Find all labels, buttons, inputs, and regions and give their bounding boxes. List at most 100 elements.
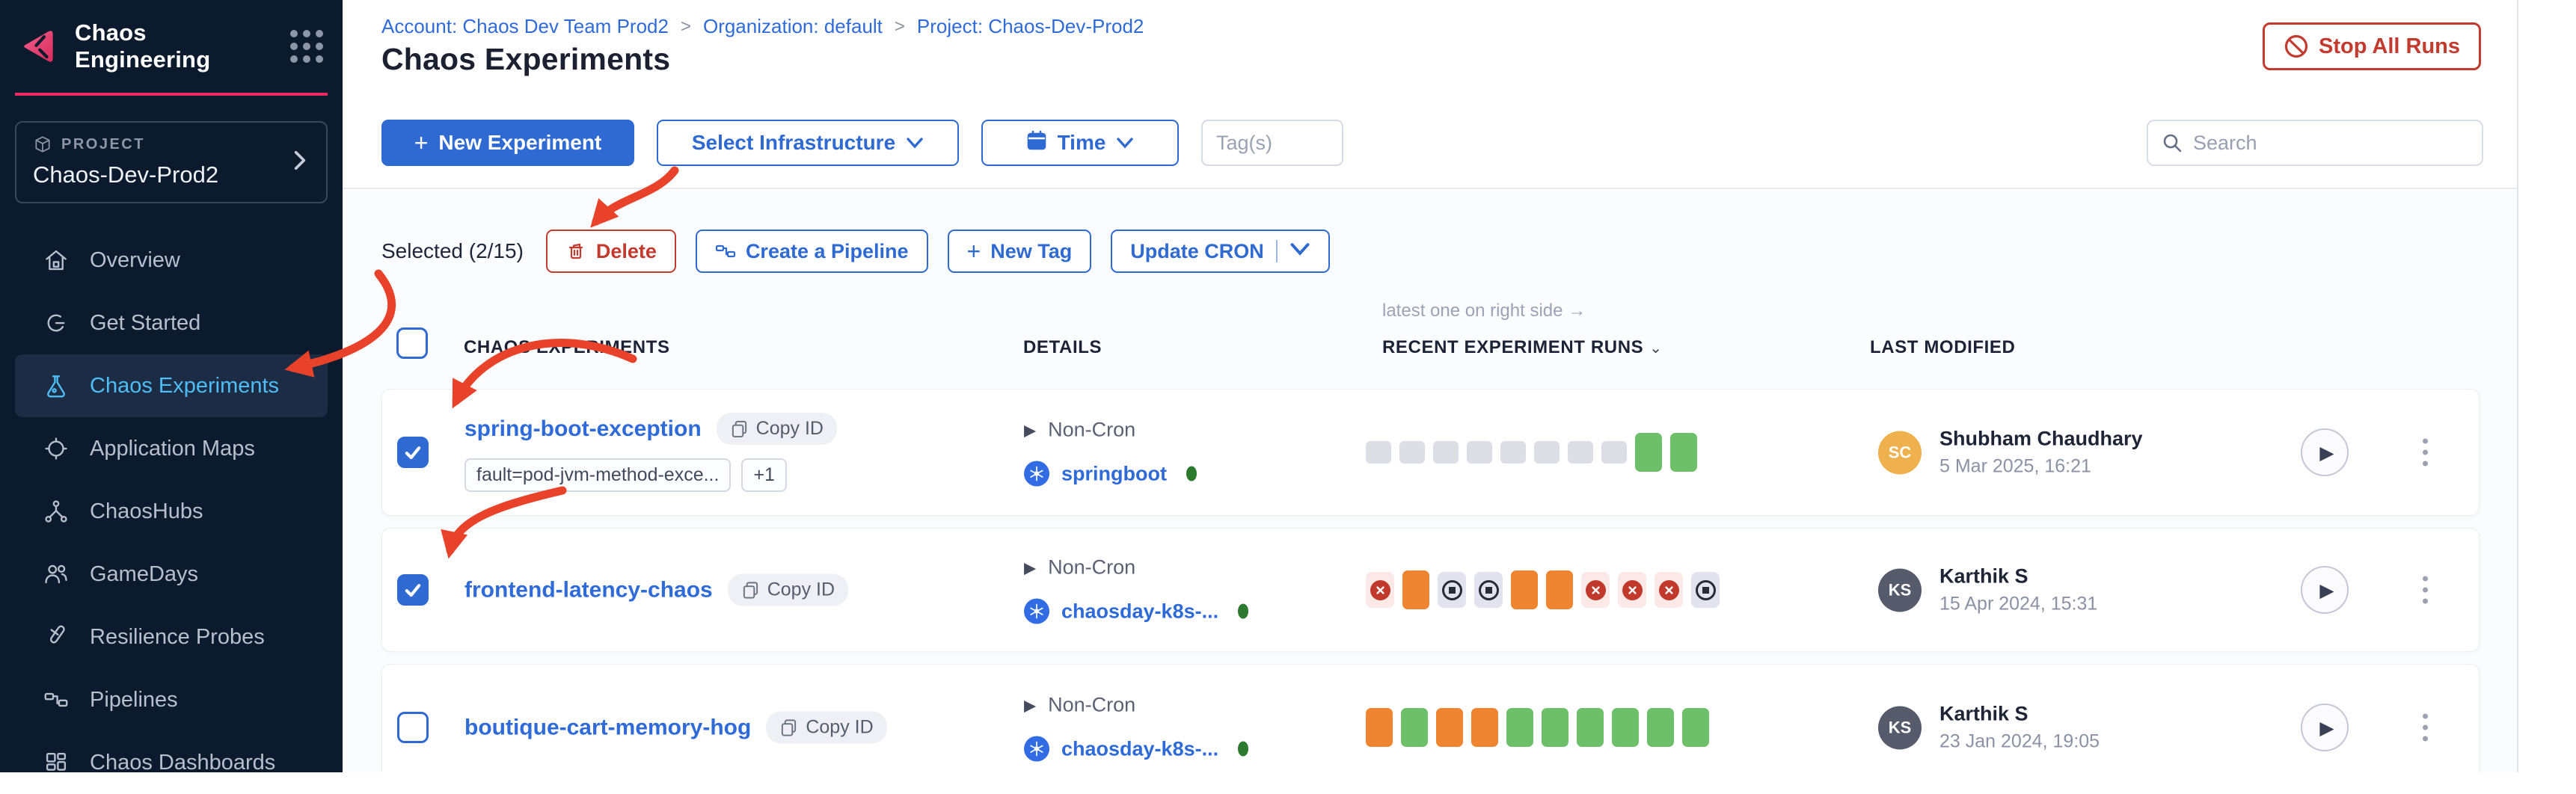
run-orange[interactable] <box>1366 708 1393 747</box>
time-filter-dropdown[interactable]: Time <box>981 120 1179 166</box>
copy-id-button[interactable]: Copy ID <box>727 573 849 606</box>
sidebar-item-overview[interactable]: Overview <box>15 229 328 292</box>
run-green[interactable] <box>1670 433 1697 472</box>
run-experiment-button[interactable]: ▶ <box>2301 704 2349 751</box>
tag-chip[interactable]: fault=pod-jvm-method-exce... <box>464 458 732 492</box>
run-failed[interactable] <box>1366 572 1394 608</box>
run-green[interactable] <box>1506 708 1533 747</box>
experiment-row: spring-boot-exception Copy ID fault=pod-… <box>381 389 2480 516</box>
scrollbar-gutter[interactable] <box>2517 0 2576 772</box>
sidebar-item-chaos-dashboards[interactable]: Chaos Dashboards <box>15 731 328 794</box>
run-failed[interactable] <box>1581 572 1610 608</box>
row-checkbox[interactable] <box>397 574 429 606</box>
run-gray[interactable] <box>1534 441 1560 464</box>
run-stopped[interactable] <box>1691 572 1720 608</box>
sidebar-item-chaos-experiments[interactable]: Chaos Experiments <box>15 354 328 417</box>
sidebar-item-application-maps[interactable]: Application Maps <box>15 417 328 480</box>
run-gray[interactable] <box>1366 441 1391 464</box>
run-orange[interactable] <box>1546 570 1573 609</box>
tags-filter-input[interactable] <box>1201 120 1343 166</box>
tag-chip[interactable]: +1 <box>741 458 787 492</box>
run-gray[interactable] <box>1601 441 1627 464</box>
row-checkbox[interactable] <box>397 712 429 743</box>
infrastructure-link[interactable]: chaosday-k8s-... <box>1061 737 1219 760</box>
chevron-right-icon <box>290 150 310 176</box>
run-orange[interactable] <box>1402 570 1429 609</box>
tags: fault=pod-jvm-method-exce... +1 <box>464 458 1033 492</box>
run-stopped[interactable] <box>1438 572 1466 608</box>
sidebar-item-pipelines[interactable]: Pipelines <box>15 668 328 731</box>
sidebar-item-resilience-probes[interactable]: Resilience Probes <box>15 606 328 668</box>
schedule-type: Non-Cron <box>1048 693 1136 716</box>
breadcrumb-link[interactable]: Account: Chaos Dev Team Prod2 <box>381 15 669 37</box>
copy-id-button[interactable]: Copy ID <box>716 413 837 445</box>
run-failed[interactable] <box>1618 572 1646 608</box>
run-green[interactable] <box>1577 708 1604 747</box>
run-gray[interactable] <box>1500 441 1526 464</box>
toolbar: + New Experiment Select Infrastructure <box>381 120 1343 166</box>
brand-divider <box>15 93 328 96</box>
run-gray[interactable] <box>1467 441 1492 464</box>
update-cron-button[interactable]: Update CRON <box>1111 230 1330 273</box>
sidebar-item-label: Pipelines <box>90 687 178 712</box>
status-dot <box>1238 603 1249 619</box>
row-checkbox[interactable] <box>397 437 429 468</box>
schedule-row[interactable]: ▶ Non-Cron <box>1024 556 1248 579</box>
copy-icon <box>743 582 758 599</box>
copy-id-button[interactable]: Copy ID <box>766 711 887 744</box>
run-gray[interactable] <box>1399 441 1425 464</box>
run-orange[interactable] <box>1471 708 1498 747</box>
infrastructure-link[interactable]: springboot <box>1061 462 1167 484</box>
stop-all-runs-button[interactable]: Stop All Runs <box>2263 22 2481 70</box>
breadcrumb-link[interactable]: Organization: default <box>702 15 883 37</box>
copy-icon <box>782 719 797 736</box>
run-green[interactable] <box>1682 708 1709 747</box>
schedule-row[interactable]: ▶ Non-Cron <box>1024 419 1197 442</box>
row-menu-button[interactable] <box>2415 431 2435 474</box>
run-green[interactable] <box>1635 433 1662 472</box>
sidebar-item-get-started[interactable]: Get Started <box>15 292 328 354</box>
row-menu-button[interactable] <box>2415 707 2435 749</box>
sidebar-item-gamedays[interactable]: GameDays <box>15 543 328 606</box>
harness-chaos-logo-icon <box>18 25 60 67</box>
run-orange[interactable] <box>1436 708 1463 747</box>
module-grid-icon[interactable] <box>290 30 323 63</box>
new-tag-button[interactable]: + New Tag <box>947 230 1092 273</box>
chevron-down-icon <box>1289 238 1310 265</box>
run-orange[interactable] <box>1511 570 1538 609</box>
run-failed[interactable] <box>1655 572 1683 608</box>
sidebar-item-chaoshubs[interactable]: ChaosHubs <box>15 480 328 543</box>
project-selector[interactable]: PROJECT Chaos-Dev-Prod2 <box>15 121 328 203</box>
breadcrumb-link[interactable]: Project: Chaos-Dev-Prod2 <box>916 15 1144 37</box>
run-gray[interactable] <box>1433 441 1459 464</box>
run-experiment-button[interactable]: ▶ <box>2301 566 2349 614</box>
infrastructure-link[interactable]: chaosday-k8s-... <box>1061 600 1219 622</box>
row-menu-button[interactable] <box>2415 569 2435 612</box>
new-experiment-button[interactable]: + New Experiment <box>381 120 634 166</box>
modified-by-name: Shubham Chaudhary <box>1939 427 2143 450</box>
select-all-checkbox[interactable] <box>396 327 428 359</box>
run-experiment-button[interactable]: ▶ <box>2301 428 2349 476</box>
select-infrastructure-dropdown[interactable]: Select Infrastructure <box>657 120 959 166</box>
content-area: Selected (2/15) Delete Create a Pipeline <box>343 191 2517 772</box>
last-modified: KS Karthik S 15 Apr 2024, 15:31 <box>1878 565 2097 615</box>
run-gray[interactable] <box>1568 441 1593 464</box>
create-pipeline-button[interactable]: Create a Pipeline <box>695 230 928 273</box>
run-green[interactable] <box>1401 708 1428 747</box>
run-green[interactable] <box>1542 708 1568 747</box>
experiment-name-link[interactable]: boutique-cart-memory-hog <box>464 715 752 739</box>
recent-runs <box>1366 529 1720 651</box>
main-panel: Account: Chaos Dev Team Prod2 > Organizati… <box>343 0 2517 772</box>
modified-date: 23 Jan 2024, 19:05 <box>1939 730 2100 752</box>
column-header-runs[interactable]: RECENT EXPERIMENT RUNS ⌄ <box>1382 337 1663 357</box>
run-stopped[interactable] <box>1474 572 1503 608</box>
run-green[interactable] <box>1612 708 1639 747</box>
experiment-name-link[interactable]: spring-boot-exception <box>464 416 702 441</box>
avatar: KS <box>1878 706 1922 749</box>
schedule-row[interactable]: ▶ Non-Cron <box>1024 694 1248 717</box>
experiment-name-link[interactable]: frontend-latency-chaos <box>464 577 713 602</box>
delete-button[interactable]: Delete <box>545 230 676 273</box>
run-green[interactable] <box>1647 708 1674 747</box>
search-box <box>2147 120 2483 166</box>
search-input[interactable] <box>2193 131 2468 155</box>
